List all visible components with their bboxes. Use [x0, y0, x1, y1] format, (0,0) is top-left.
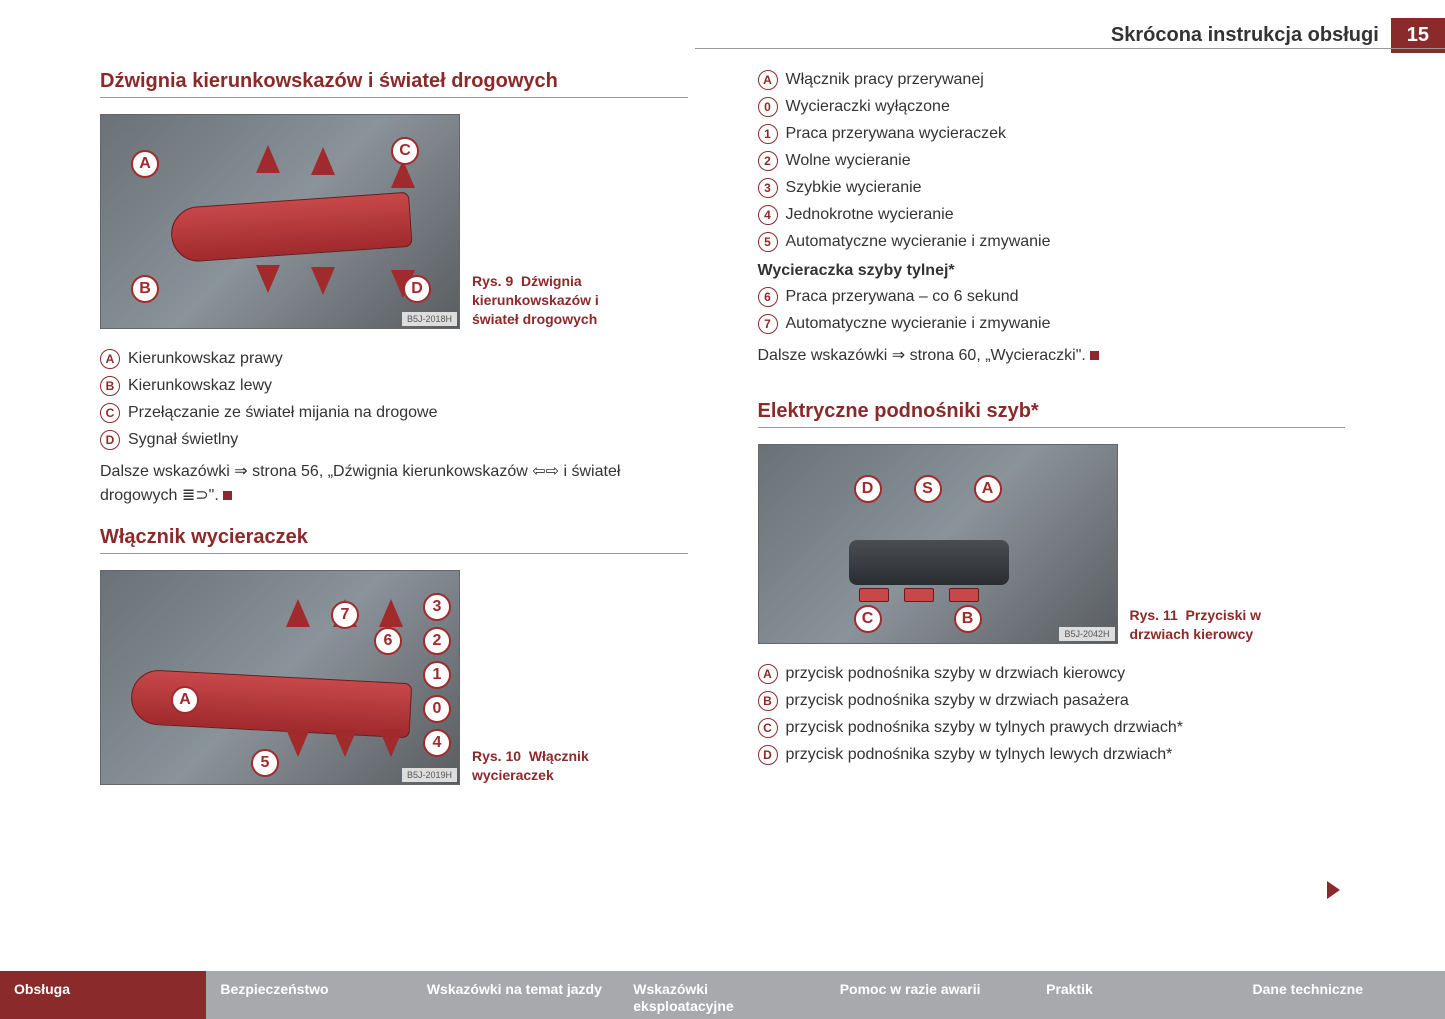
- list-item-label: Praca przerywana – co 6 sekund: [786, 288, 1019, 306]
- callout-6-icon: 6: [374, 627, 402, 655]
- figure-11-caption: Rys. 11 Przyciski w drzwiach kierowcy: [1130, 606, 1300, 644]
- callout-a-icon: A: [171, 686, 199, 714]
- marker-icon: A: [758, 664, 778, 684]
- nav-tab-dane[interactable]: Dane techniczne: [1239, 971, 1445, 1019]
- callout-a-icon: A: [131, 150, 159, 178]
- nav-tab-wskazowki-jazda[interactable]: Wskazówki na temat jazdy: [413, 971, 619, 1019]
- end-marker-icon: [1090, 351, 1099, 360]
- callout-b-icon: B: [954, 605, 982, 633]
- callout-4-icon: 4: [423, 729, 451, 757]
- nav-tab-praktik[interactable]: Praktik: [1032, 971, 1238, 1019]
- page-header-title: Skrócona instrukcja obsługi: [1111, 24, 1391, 47]
- marker-icon: 1: [758, 124, 778, 144]
- continue-arrow-icon: [1327, 881, 1340, 899]
- nav-tab-bezpieczenstwo[interactable]: Bezpieczeństwo: [206, 971, 412, 1019]
- marker-icon: 4: [758, 205, 778, 225]
- marker-icon: 3: [758, 178, 778, 198]
- marker-icon: 6: [758, 287, 778, 307]
- figure-9-caption: Rys. 9 Dźwignia kierunkowskazów i świate…: [472, 272, 642, 329]
- end-marker-icon: [223, 491, 232, 500]
- list-item-label: Automatyczne wycieranie i zmywanie: [786, 233, 1051, 251]
- header-rule: [695, 48, 1445, 49]
- figure-code: B5J-2019H: [402, 768, 457, 782]
- marker-icon: 5: [758, 232, 778, 252]
- cross-reference: Dalsze wskazówki ⇒ strona 56, „Dźwignia …: [100, 460, 688, 508]
- marker-icon: 7: [758, 314, 778, 334]
- list-item-label: Przełączanie ze świateł mijania na drogo…: [128, 404, 438, 422]
- list-item-label: Automatyczne wycieranie i zmywanie: [786, 315, 1051, 333]
- figure-code: B5J-2018H: [402, 312, 457, 326]
- list-item-label: przycisk podnośnika szyby w tylnych praw…: [786, 719, 1183, 737]
- wiper-list: A Włącznik pracy przerywanej 0 Wycieraczki…: [758, 70, 1346, 252]
- section-title-windows: Elektryczne podnośniki szyb*: [758, 400, 1346, 423]
- marker-icon: C: [100, 403, 120, 423]
- section-rule: [100, 97, 688, 98]
- marker-icon: D: [758, 745, 778, 765]
- callout-d-icon: D: [854, 475, 882, 503]
- list-item-label: Praca przerywana wycieraczek: [786, 125, 1007, 143]
- figure-11-image: D S A C B B5J-2042H: [758, 444, 1118, 644]
- bottom-nav: Obsługa Bezpieczeństwo Wskazówki na tema…: [0, 971, 1445, 1019]
- callout-2-icon: 2: [423, 627, 451, 655]
- cross-reference: Dalsze wskazówki ⇒ strona 60, „Wycieracz…: [758, 344, 1346, 368]
- figure-10-image: A 7 6 3 2 1 0 4 5 B5J-2019H: [100, 570, 460, 785]
- figure-10-caption: Rys. 10 Włącznik wycieraczek: [472, 747, 642, 785]
- callout-d-icon: D: [403, 275, 431, 303]
- figure-9-image: A C B D B5J-2018H: [100, 114, 460, 329]
- list-item-label: Kierunkowskaz prawy: [128, 350, 283, 368]
- callout-b-icon: B: [131, 275, 159, 303]
- callout-s-icon: S: [914, 475, 942, 503]
- window-list: Aprzycisk podnośnika szyby w drzwiach ki…: [758, 664, 1346, 765]
- callout-1-icon: 1: [423, 661, 451, 689]
- list-item-label: Sygnał świetlny: [128, 431, 238, 449]
- marker-icon: B: [758, 691, 778, 711]
- callout-0-icon: 0: [423, 695, 451, 723]
- nav-tab-pomoc[interactable]: Pomoc w razie awarii: [826, 971, 1032, 1019]
- marker-icon: B: [100, 376, 120, 396]
- marker-icon: D: [100, 430, 120, 450]
- marker-icon: 0: [758, 97, 778, 117]
- rear-wiper-list: 6 Praca przerywana – co 6 sekund 7 Automat…: [758, 287, 1346, 334]
- list-item-label: Wycieraczki wyłączone: [786, 98, 950, 116]
- nav-tab-obsluga[interactable]: Obsługa: [0, 971, 206, 1019]
- callout-a-icon: A: [974, 475, 1002, 503]
- marker-icon: C: [758, 718, 778, 738]
- nav-tab-wskazowki-eksploatacyjne[interactable]: Wskazówki eksploatacyjne: [619, 971, 825, 1019]
- callout-c-icon: C: [391, 137, 419, 165]
- section-rule: [100, 553, 688, 554]
- list-item-label: Jednokrotne wycieranie: [786, 206, 954, 224]
- section-title-wiper: Włącznik wycieraczek: [100, 526, 688, 549]
- section-title-turn-signal: Dźwignia kierunkowskazów i świateł drogo…: [100, 70, 688, 93]
- marker-icon: A: [758, 70, 778, 90]
- callout-5-icon: 5: [251, 749, 279, 777]
- list-item-label: Włącznik pracy przerywanej: [786, 71, 984, 89]
- marker-icon: 2: [758, 151, 778, 171]
- callout-3-icon: 3: [423, 593, 451, 621]
- list-item-label: przycisk podnośnika szyby w tylnych lewy…: [786, 746, 1173, 764]
- list-item-label: Wolne wycieranie: [786, 152, 911, 170]
- section-rule: [758, 427, 1346, 428]
- list-item-label: przycisk podnośnika szyby w drzwiach pas…: [786, 692, 1129, 710]
- list-item-label: przycisk podnośnika szyby w drzwiach kie…: [786, 665, 1126, 683]
- rear-wiper-heading: Wycieraczka szyby tylnej*: [758, 262, 1346, 280]
- figure-code: B5J-2042H: [1059, 627, 1114, 641]
- list-item-label: Kierunkowskaz lewy: [128, 377, 272, 395]
- turn-signal-list: A Kierunkowskaz prawy B Kierunkowskaz lewy…: [100, 349, 688, 450]
- list-item-label: Szybkie wycieranie: [786, 179, 922, 197]
- marker-icon: A: [100, 349, 120, 369]
- callout-c-icon: C: [854, 605, 882, 633]
- callout-7-icon: 7: [331, 601, 359, 629]
